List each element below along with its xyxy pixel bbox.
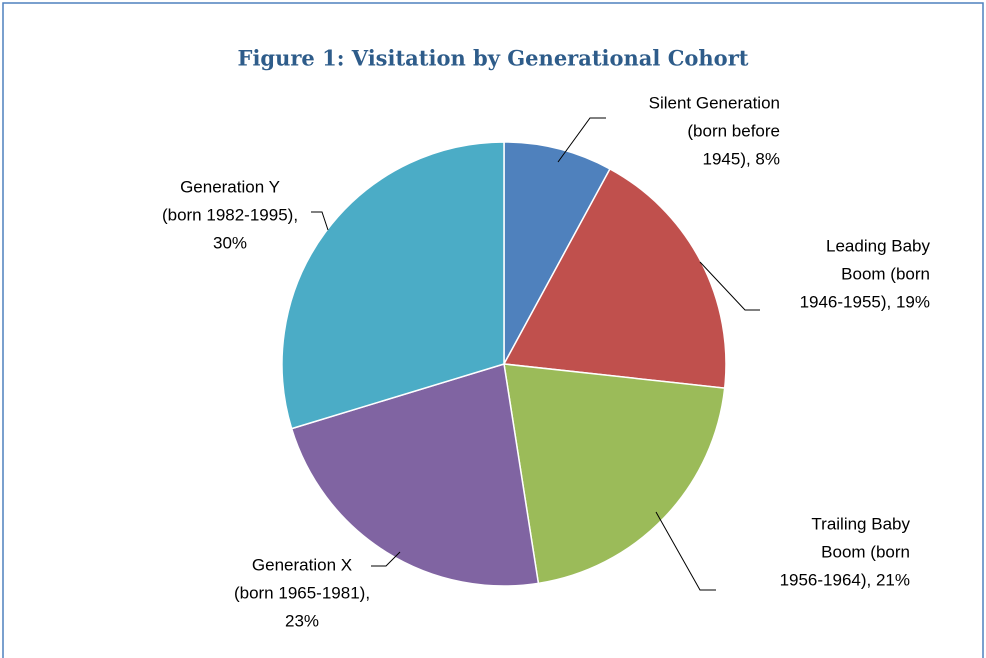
data-label: Leading Baby (826, 236, 930, 255)
data-label: (born 1965-1981), (234, 583, 370, 602)
data-label: (born 1982-1995), (162, 205, 298, 224)
leader-line (371, 551, 401, 567)
data-label: Silent Generation (649, 93, 780, 112)
pie-slice (290, 363, 540, 587)
data-label: 1956-1964), 21% (780, 570, 910, 589)
pie-slice (503, 363, 726, 585)
leader-line (655, 511, 716, 591)
pie-slice (503, 141, 611, 365)
data-label: Trailing Baby (811, 514, 910, 533)
data-label: (born before (687, 121, 780, 140)
data-label: 1945), 8% (703, 149, 781, 168)
data-label: Generation Y (180, 177, 280, 196)
data-label: 1946-1955), 19% (800, 292, 930, 311)
data-label: 30% (213, 233, 247, 252)
leader-line (557, 117, 606, 163)
data-label: Generation X (252, 555, 352, 574)
chart-title: Figure 1: Visitation by Generational Coh… (238, 46, 749, 71)
pie-slice (502, 167, 727, 389)
leader-line (699, 261, 760, 311)
data-label: Boom (born (841, 264, 930, 283)
leader-line (311, 211, 329, 231)
data-label: 23% (285, 611, 319, 630)
data-label: Boom (born (821, 542, 910, 561)
pie-slice (281, 141, 505, 430)
